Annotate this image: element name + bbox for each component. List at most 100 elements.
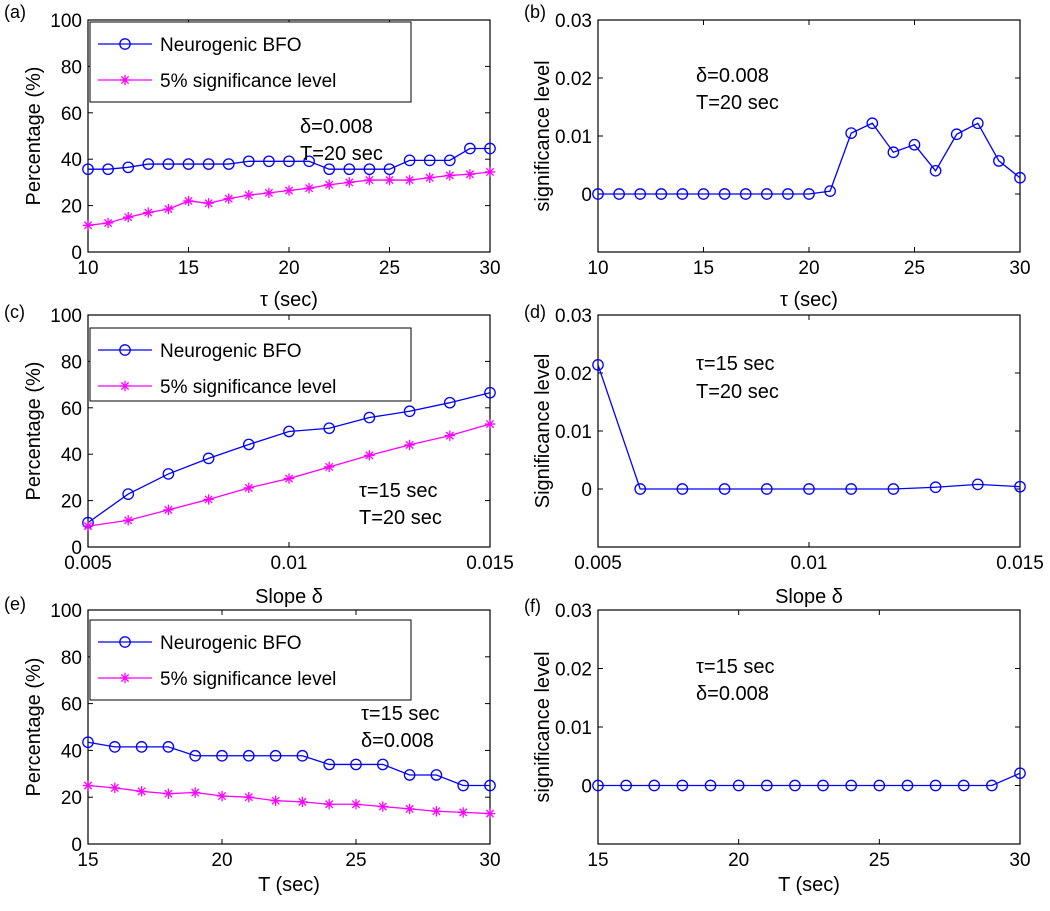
axes-box bbox=[87, 609, 491, 845]
data-point bbox=[789, 779, 801, 792]
data-point bbox=[163, 203, 174, 215]
data-point bbox=[376, 758, 389, 771]
panel-b: (b) 10 15 20 25 30 0 0.01 0.02 0.03 τ (sec) signifi… bbox=[524, 2, 1031, 311]
data-point bbox=[697, 188, 710, 200]
data-point bbox=[845, 779, 858, 792]
series-primary bbox=[592, 117, 1026, 200]
y-tick-label: 40 bbox=[61, 445, 82, 466]
data-point bbox=[950, 128, 963, 141]
x-tick-label: 0.005 bbox=[574, 553, 622, 574]
data-point bbox=[363, 163, 376, 176]
x-axis-label: Slope δ bbox=[255, 586, 323, 608]
x-tick-label: 0.01 bbox=[271, 553, 308, 574]
annotation: δ=0.008 bbox=[300, 116, 373, 138]
series-secondary bbox=[82, 780, 496, 819]
y-tick-label: 100 bbox=[50, 601, 82, 622]
panel-a: (a) 10 15 20 25 30 0 20 40 60 80 100 τ (sec) Percenta… bbox=[4, 2, 501, 311]
data-point bbox=[929, 779, 942, 792]
y-axis-label: Significance level bbox=[532, 354, 554, 509]
legend-box bbox=[89, 619, 412, 701]
data-point bbox=[122, 488, 135, 500]
panel-label: (c) bbox=[4, 302, 25, 322]
data-point bbox=[223, 193, 234, 204]
legend: Neurogenic BFO 5% significance level bbox=[89, 21, 412, 103]
series-secondary bbox=[82, 166, 496, 231]
data-point bbox=[676, 483, 689, 495]
y-axis-label: Percentage (%) bbox=[23, 67, 45, 206]
legend: Neurogenic BFO 5% significance level bbox=[89, 619, 412, 701]
axes-box bbox=[597, 609, 1021, 845]
series-line bbox=[87, 741, 490, 787]
data-point bbox=[243, 792, 254, 803]
x-tick-label: 20 bbox=[728, 850, 749, 871]
data-point bbox=[162, 741, 175, 753]
data-point bbox=[613, 188, 625, 200]
legend-label: 5% significance level bbox=[160, 377, 336, 398]
x-axis-label: T (sec) bbox=[258, 874, 320, 896]
legend-label: Neurogenic BFO bbox=[160, 35, 302, 56]
data-point bbox=[444, 170, 455, 181]
data-point bbox=[929, 164, 942, 177]
x-tick-label: 0.015 bbox=[996, 553, 1044, 574]
data-point bbox=[404, 439, 415, 451]
y-tick-label: 0.02 bbox=[555, 69, 592, 90]
y-tick-label: 20 bbox=[61, 197, 82, 218]
y-tick-label: 0 bbox=[71, 243, 82, 264]
data-point bbox=[484, 779, 496, 792]
y-tick-label: 60 bbox=[61, 399, 82, 420]
y-axis-label: Percentage (%) bbox=[23, 658, 45, 797]
x-axis-label: T (sec) bbox=[778, 874, 840, 896]
x-tick-label: 25 bbox=[345, 850, 366, 871]
series-line bbox=[87, 392, 491, 524]
y-tick-label: 0 bbox=[71, 835, 82, 856]
panel-d: (d) 0.005 0.01 0.015 0 0.01 0.02 0.03 Slope δ Sig… bbox=[524, 302, 1044, 608]
data-point bbox=[303, 155, 315, 168]
data-point bbox=[163, 788, 174, 799]
data-point bbox=[739, 188, 752, 200]
data-point bbox=[296, 749, 309, 762]
data-point bbox=[323, 422, 336, 435]
data-point bbox=[993, 155, 1005, 167]
data-point bbox=[484, 418, 496, 430]
data-point bbox=[190, 787, 201, 798]
data-point bbox=[183, 195, 194, 207]
x-axis-label: τ (sec) bbox=[260, 289, 318, 311]
data-point bbox=[377, 801, 388, 812]
data-point bbox=[873, 779, 886, 792]
y-tick-label: 80 bbox=[61, 352, 82, 373]
x-tick-label: 10 bbox=[77, 258, 98, 279]
y-tick-label: 0.03 bbox=[555, 601, 592, 622]
y-tick-label: 0 bbox=[581, 185, 592, 206]
data-point bbox=[803, 483, 815, 495]
data-point bbox=[484, 142, 496, 155]
data-point bbox=[1014, 767, 1026, 780]
data-point bbox=[403, 769, 416, 781]
y-tick-label: 0.02 bbox=[555, 364, 592, 385]
data-point bbox=[162, 158, 175, 170]
data-point bbox=[189, 749, 202, 762]
data-point bbox=[269, 749, 282, 762]
data-point bbox=[82, 163, 94, 176]
legend-box bbox=[89, 327, 412, 402]
x-tick-label: 0.005 bbox=[64, 553, 112, 574]
data-point bbox=[270, 795, 281, 806]
data-point bbox=[122, 161, 135, 174]
data-point bbox=[216, 790, 228, 802]
data-point bbox=[242, 155, 255, 168]
series-secondary bbox=[82, 418, 496, 532]
data-point bbox=[403, 405, 416, 418]
data-point bbox=[102, 163, 114, 176]
legend-label: 5% significance level bbox=[160, 71, 336, 92]
annotation: δ=0.008 bbox=[361, 730, 434, 752]
data-point bbox=[592, 188, 604, 200]
data-point bbox=[718, 188, 731, 200]
y-tick-label: 0 bbox=[581, 480, 592, 501]
data-point bbox=[404, 803, 415, 815]
data-point bbox=[484, 808, 496, 819]
legend-box bbox=[89, 21, 412, 103]
data-point bbox=[350, 799, 362, 810]
y-tick-label: 20 bbox=[61, 492, 82, 513]
data-point bbox=[443, 154, 456, 167]
data-point bbox=[1014, 171, 1026, 184]
